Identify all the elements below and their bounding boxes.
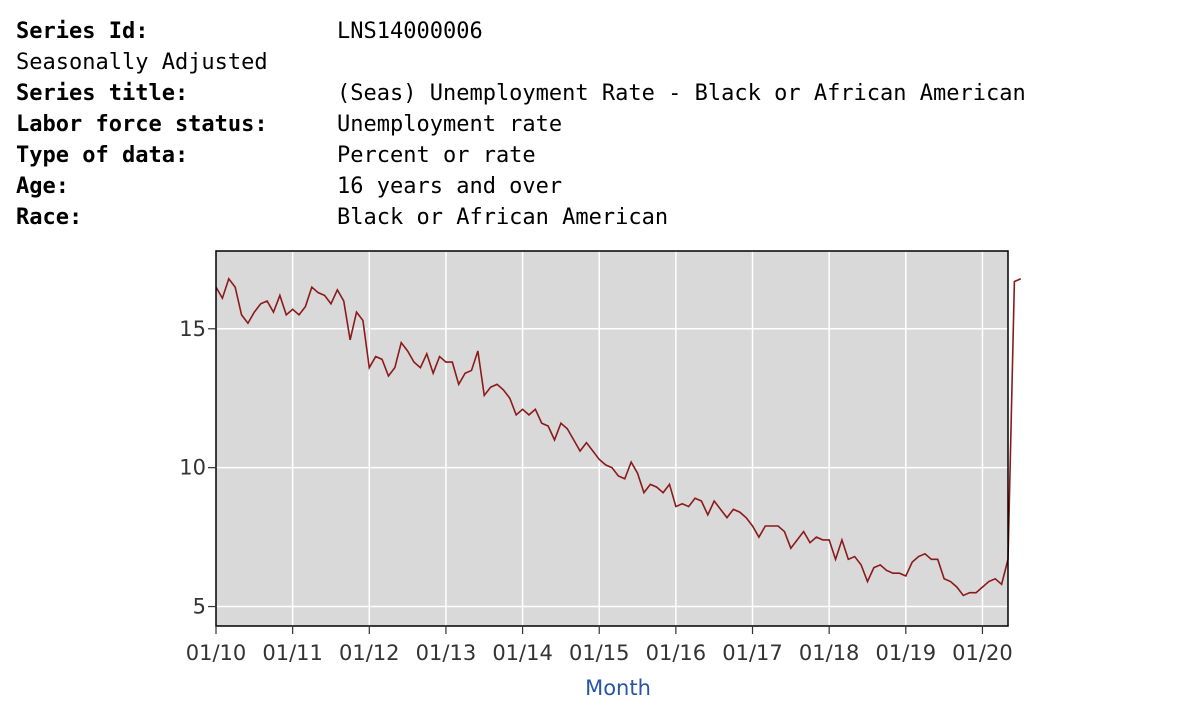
age-value: 16 years and over — [337, 174, 563, 199]
x-axis: 01/10 01/11 01/12 01/13 01/14 01/15 01/16 01/17… — [186, 626, 1013, 665]
seasonally-adjusted-text: Seasonally Adjusted — [16, 50, 268, 75]
x-tick-label: 01/13 — [416, 641, 477, 665]
x-tick-label: 01/18 — [799, 641, 860, 665]
x-tick-label: 01/17 — [722, 641, 783, 665]
type-of-data-row: Type of data: Percent or rate — [16, 140, 1026, 171]
race-row: Race: Black or African American — [16, 202, 1026, 233]
plot-frame — [215, 250, 1009, 627]
y-tick-label: 15 — [179, 317, 206, 341]
series-title-label: Series title: — [16, 81, 189, 106]
series-id-value: LNS14000006 — [337, 19, 483, 44]
series-line — [215, 277, 1022, 597]
x-tick-label: 01/14 — [492, 641, 553, 665]
x-tick-label: 01/16 — [646, 641, 707, 665]
x-tick-label: 01/20 — [952, 641, 1013, 665]
x-tick-label: 01/12 — [339, 641, 400, 665]
series-title-value: (Seas) Unemployment Rate - Black or Afri… — [337, 81, 1026, 106]
x-tick-label: 01/15 — [569, 641, 630, 665]
series-id-label: Series Id: — [16, 19, 149, 44]
type-of-data-label: Type of data: — [16, 143, 189, 168]
plot-area — [216, 251, 1008, 626]
type-of-data-value: Percent or rate — [337, 143, 536, 168]
race-label: Race: — [16, 205, 83, 230]
series-metadata: Series Id: LNS14000006 Seasonally Adjust… — [16, 16, 1026, 233]
x-tick-label: 01/11 — [262, 641, 323, 665]
labor-force-label: Labor force status: — [16, 112, 268, 137]
age-row: Age: 16 years and over — [16, 171, 1026, 202]
y-tick-label: 5 — [193, 595, 206, 619]
y-tick-label: 10 — [179, 456, 206, 480]
x-tick-label: 01/19 — [876, 641, 937, 665]
labor-force-row: Labor force status: Unemployment rate — [16, 109, 1026, 140]
vertical-gridlines — [291, 251, 984, 626]
labor-force-value: Unemployment rate — [337, 112, 563, 137]
series-title-row: Series title: (Seas) Unemployment Rate -… — [16, 78, 1026, 109]
y-axis: 5 10 15 — [179, 317, 216, 619]
age-label: Age: — [16, 174, 69, 199]
seasonally-adjusted-row: Seasonally Adjusted — [16, 47, 1026, 78]
x-tick-label: 01/10 — [186, 641, 247, 665]
race-value: Black or African American — [337, 205, 669, 230]
series-id-row: Series Id: LNS14000006 — [16, 16, 1026, 47]
x-axis-title: Month — [585, 676, 651, 700]
